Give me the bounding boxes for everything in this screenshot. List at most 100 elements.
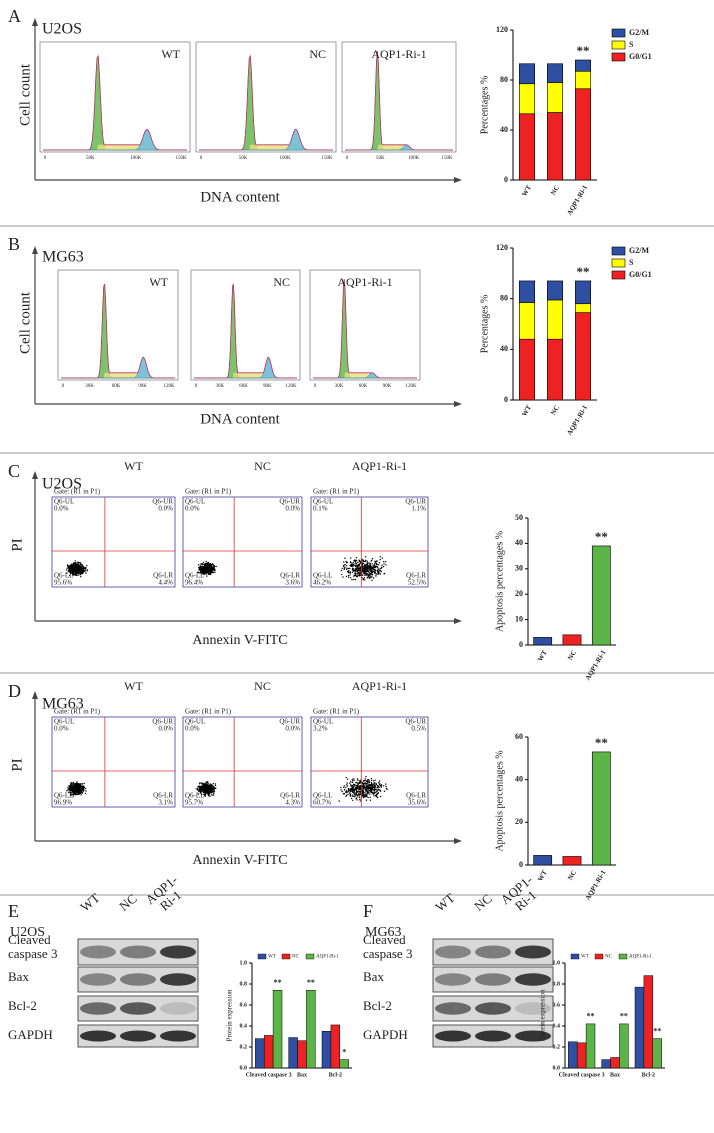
sample-label: AQP1-Ri-1 — [337, 275, 392, 289]
event-dot — [368, 781, 371, 784]
event-dot — [349, 574, 351, 576]
event-dot — [378, 786, 380, 789]
event-dot — [209, 567, 212, 569]
quadrant-percent: 52.5% — [408, 579, 426, 587]
event-dot — [203, 569, 205, 572]
legend-swatch — [611, 246, 626, 256]
x-tick-label: Bax — [297, 1072, 307, 1078]
quadrant-name: Q6-UR — [152, 498, 173, 506]
event-dot — [202, 791, 205, 794]
protein-band — [160, 973, 196, 986]
event-dot — [370, 566, 372, 568]
histogram-frame — [57, 269, 179, 381]
event-dot — [372, 577, 375, 579]
sample-label: WT — [161, 47, 180, 61]
panel-letter: C — [8, 461, 20, 481]
quadrant-name: Q6-LR — [406, 572, 426, 580]
event-dot — [340, 789, 342, 791]
event-dot — [345, 776, 347, 779]
bar — [562, 856, 582, 866]
protein-label: Cleaved caspase 3 — [363, 932, 413, 961]
quadrant-name: Q6-UL — [54, 718, 74, 726]
event-dot — [363, 792, 365, 794]
histogram-frame — [195, 41, 337, 153]
event-dot — [72, 787, 74, 789]
event-dot — [338, 800, 340, 802]
y-tick-label: 80 — [500, 293, 508, 302]
histogram-x-tick: 30K — [335, 384, 344, 389]
event-dot — [362, 796, 365, 799]
event-dot — [367, 574, 369, 576]
event-dot — [367, 779, 369, 781]
event-dot — [373, 565, 376, 567]
event-dot — [367, 793, 369, 795]
legend-label: WT — [268, 955, 276, 960]
histogram-x-tick: 90K — [263, 384, 272, 389]
event-dot — [350, 577, 352, 579]
event-dot — [359, 798, 361, 801]
event-dot — [211, 789, 213, 792]
event-dot — [362, 567, 364, 570]
event-dot — [344, 563, 346, 566]
histogram-x-tick: 120K — [405, 384, 417, 389]
event-dot — [200, 572, 203, 574]
event-dot — [78, 788, 81, 790]
event-dot — [80, 791, 82, 793]
event-dot — [377, 782, 380, 784]
event-dot — [355, 557, 358, 559]
event-dot — [359, 785, 361, 787]
histogram-x-tick: 150K — [175, 156, 187, 161]
event-dot — [377, 573, 379, 575]
histogram-x-tick: 0 — [346, 156, 349, 161]
event-dot — [371, 572, 373, 574]
y-tick-label: 20 — [515, 589, 523, 598]
event-dot — [76, 571, 78, 573]
event-dot — [203, 787, 205, 790]
sample-label: NC — [273, 275, 290, 289]
event-dot — [356, 785, 358, 787]
event-dot — [375, 573, 377, 575]
bar — [330, 1024, 341, 1069]
histogram-x-tick: 150K — [321, 156, 333, 161]
bar — [306, 990, 316, 1069]
quadrant-percent: 4.4% — [158, 579, 173, 587]
event-dot — [208, 569, 210, 571]
histogram-x-tick: 60K — [359, 384, 368, 389]
event-dot — [78, 784, 81, 786]
event-dot — [202, 561, 205, 564]
event-dot — [200, 792, 202, 794]
event-dot — [81, 783, 84, 785]
event-dot — [78, 789, 81, 792]
dot-plot-frame — [182, 716, 303, 808]
event-dot — [363, 570, 365, 572]
event-dot — [201, 790, 203, 792]
event-dot — [207, 784, 209, 787]
quadrant-name: Q6-UR — [405, 718, 426, 726]
quadrant-percent: 3.1% — [158, 799, 173, 807]
event-dot — [371, 569, 373, 572]
y-tick-label: 0.4 — [240, 1023, 248, 1029]
quadrant-name: Q6-UR — [405, 498, 426, 506]
event-dot — [382, 565, 385, 568]
event-dot — [374, 570, 376, 572]
event-dot — [368, 787, 371, 789]
event-dot — [345, 795, 347, 797]
event-dot — [379, 795, 382, 798]
y-tick-label: 60 — [515, 732, 523, 741]
event-dot — [211, 570, 213, 572]
protein-band — [120, 945, 156, 959]
bar — [643, 975, 654, 1069]
event-dot — [207, 568, 209, 570]
event-dot — [355, 567, 358, 570]
stacked-bar-segment — [518, 338, 535, 401]
event-dot — [365, 780, 367, 782]
event-dot — [362, 780, 365, 782]
event-dot — [207, 787, 209, 789]
event-dot — [367, 786, 370, 788]
event-dot — [210, 565, 212, 568]
event-dot — [359, 571, 361, 574]
event-dot — [343, 786, 345, 788]
event-dot — [71, 791, 73, 794]
bar — [533, 637, 553, 646]
event-dot — [352, 799, 354, 801]
